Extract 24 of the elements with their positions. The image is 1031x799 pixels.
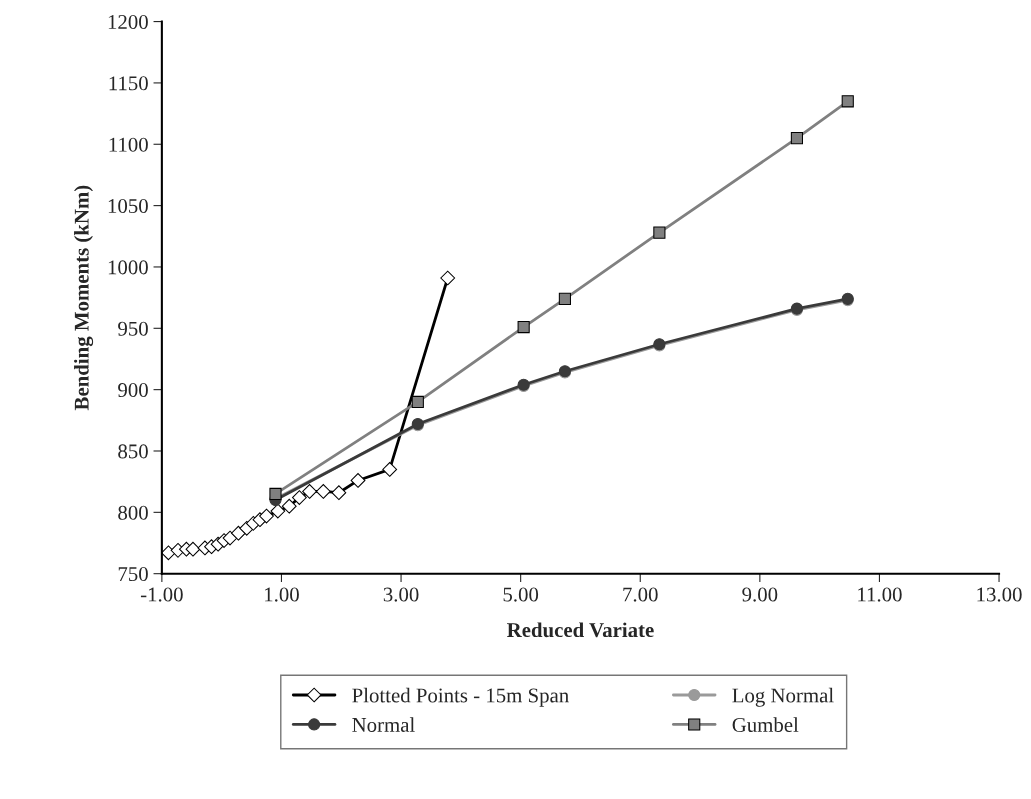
y-tick-label: 1000 bbox=[108, 260, 148, 275]
x-tick-label: 13.00 bbox=[977, 587, 1022, 602]
y-tick-label: 1050 bbox=[108, 198, 148, 214]
x-tick-label: -1.00 bbox=[140, 587, 183, 602]
y-tick-label: 850 bbox=[118, 444, 148, 459]
y-tick-label: 900 bbox=[118, 383, 148, 398]
y-tick-label: 1150 bbox=[109, 76, 148, 91]
y-tick-label: 1200 bbox=[108, 14, 148, 30]
x-tick-label: 9.00 bbox=[742, 587, 778, 602]
legend-label: Normal bbox=[352, 717, 415, 732]
legend-label: Plotted Points - 15m Span bbox=[352, 687, 569, 707]
x-tick-label: 7.00 bbox=[623, 587, 658, 602]
y-tick-label: 800 bbox=[118, 505, 148, 520]
x-tick-label: 1.00 bbox=[265, 587, 299, 602]
y-tick-label: 750 bbox=[118, 567, 148, 582]
legend-label: Gumbel bbox=[732, 717, 799, 732]
y-tick-label: 950 bbox=[118, 321, 148, 336]
x-tick-label: 3.00 bbox=[383, 587, 419, 602]
y-axis-title: Bending Moments (kNm) bbox=[74, 185, 94, 411]
x-tick-label: 11.00 bbox=[858, 587, 902, 602]
y-tick-label: 1100 bbox=[109, 137, 148, 152]
legend-label: Log Normal bbox=[732, 687, 834, 707]
x-tick-label: 5.00 bbox=[503, 587, 539, 602]
x-axis-title: Reduced Variate bbox=[507, 622, 654, 638]
